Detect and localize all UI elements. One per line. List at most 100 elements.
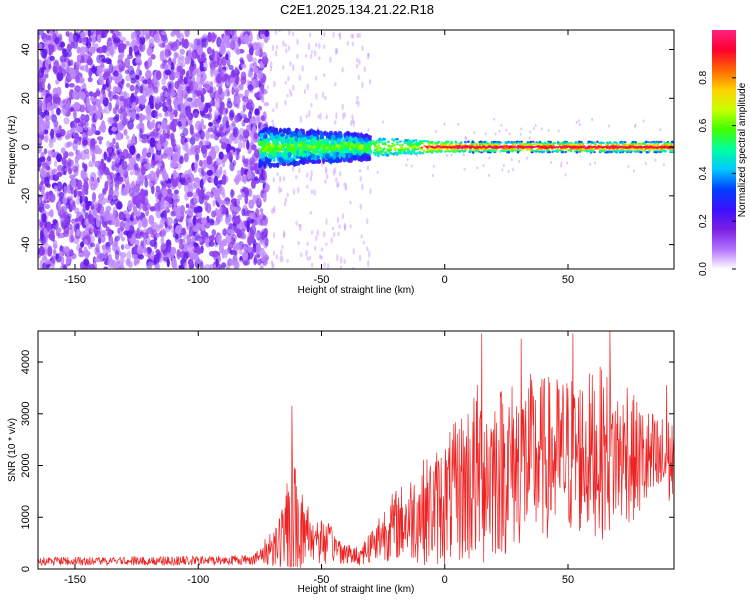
spectrogram-cell <box>189 251 193 260</box>
spectrogram-cell <box>205 129 210 141</box>
spectrogram-cell <box>416 147 419 151</box>
spectrogram-cell <box>66 100 72 110</box>
spectrogram-cell <box>202 124 207 130</box>
spectrogram-cell <box>388 147 392 150</box>
spectrogram-cell <box>161 59 166 68</box>
spectrogram-cell <box>443 122 446 126</box>
spectrogram-cell <box>202 217 207 225</box>
spectrogram-cell <box>75 197 81 205</box>
spectrogram-cell <box>235 75 239 86</box>
spectrogram-cell <box>335 112 338 120</box>
spectrogram-cell <box>338 146 343 151</box>
spectrogram-cell <box>221 56 227 67</box>
spectrogram-cell <box>38 137 42 144</box>
spectrogram-cell <box>627 165 630 169</box>
spectrogram-cell <box>605 141 609 144</box>
spectrogram-cell <box>126 250 132 261</box>
spectrogram-cell <box>44 176 50 187</box>
spectrogram-cell <box>232 126 239 138</box>
spectrogram-cell <box>298 143 302 148</box>
spectrogram-cell <box>551 150 554 154</box>
spectrogram-cell <box>318 42 321 50</box>
spectrogram-cell <box>243 244 248 252</box>
spectrogram-cell <box>98 139 102 145</box>
spectrogram-cell <box>343 182 346 187</box>
spectrogram-cell <box>396 142 399 146</box>
spectrogram-cell <box>82 126 89 133</box>
spectrogram-cell <box>280 249 283 257</box>
spectrogram-cell <box>78 153 83 160</box>
spectrogram-cell <box>233 206 240 213</box>
spectrogram-cell <box>196 47 203 56</box>
spectrogram-cell <box>264 30 270 37</box>
spectrogram-cell <box>309 210 313 215</box>
spectrogram-cell <box>118 211 125 221</box>
spectrogram-cell <box>477 150 481 153</box>
spectrogram-cell <box>150 159 156 169</box>
spectrogram-cell <box>93 179 98 188</box>
spectrogram-cell <box>339 170 342 177</box>
spectrogram-cell <box>183 38 189 49</box>
spectrogram-cell <box>519 132 522 136</box>
spectrogram-cell <box>601 141 604 144</box>
spectrogram-cell <box>264 152 269 157</box>
spectrogram-cell <box>207 31 212 43</box>
spectrogram-cell <box>41 162 48 169</box>
spectrogram-cell <box>57 227 62 233</box>
spectrogram-cell <box>94 130 101 136</box>
spectrogram-cell <box>301 65 304 72</box>
spectrogram-cell <box>578 123 581 127</box>
spectrogram-cell <box>68 82 75 88</box>
spectrogram-cell <box>344 186 347 191</box>
spectrogram-cell <box>120 236 126 242</box>
spectrogram-cell <box>366 165 370 171</box>
spectrogram-cell <box>99 56 104 66</box>
spectrogram-cell <box>396 138 399 141</box>
spectrogram-cell <box>185 74 189 83</box>
spectrogram-cell <box>500 123 503 127</box>
spectrogram-cell <box>130 31 138 42</box>
spectrogram-cell <box>307 155 311 162</box>
spectrogram-cell <box>378 140 382 143</box>
spectrogram-cell <box>219 45 226 56</box>
spectrogram-cell <box>317 114 320 119</box>
spectrogram-cell <box>589 143 593 146</box>
spectrogram-cell <box>218 151 224 160</box>
spectrogram-cell <box>74 155 79 164</box>
spectrogram-cell <box>132 133 136 144</box>
spectrogram-cell <box>465 137 468 141</box>
spectrogram-cell <box>423 144 426 147</box>
spectrogram-cell <box>278 186 281 194</box>
spectrogram-cell <box>232 43 238 53</box>
spectrogram-cell <box>215 157 222 166</box>
spectrogram-cell <box>158 101 163 108</box>
spectrogram-cell <box>193 252 199 260</box>
spectrogram-cell <box>50 128 55 140</box>
spectrogram-cell <box>289 157 294 162</box>
spectrogram-cell <box>114 180 120 188</box>
spectrogram-cell <box>221 262 227 269</box>
spectrogram-cell <box>48 63 52 70</box>
spectrogram-cell <box>164 91 169 98</box>
spectrogram-cell <box>180 68 186 75</box>
spectrogram-cell <box>309 176 312 182</box>
spectrogram-cell <box>325 173 329 180</box>
spectrogram-cell <box>119 113 124 121</box>
spectrogram-cell <box>336 182 339 188</box>
spectrogram-cell <box>420 146 424 149</box>
spectrogram-cell <box>362 240 366 245</box>
spectrogram-cell <box>184 138 188 144</box>
spectrogram-cell <box>148 146 154 153</box>
spectrogram-cell <box>231 233 237 243</box>
spectrogram-cell <box>90 30 94 36</box>
spectrogram-cell <box>59 100 64 108</box>
spectrogram-cell <box>171 257 177 269</box>
spectrogram-cell <box>280 133 285 137</box>
spectrogram-cell <box>336 253 339 262</box>
spectrogram-cell <box>65 31 70 37</box>
spectrogram-cell <box>170 41 178 52</box>
spectrogram-cell <box>135 179 139 186</box>
spectrogram-cell <box>39 221 44 228</box>
spectrogram-cell <box>345 142 351 148</box>
spectrogram-cell <box>128 187 135 197</box>
